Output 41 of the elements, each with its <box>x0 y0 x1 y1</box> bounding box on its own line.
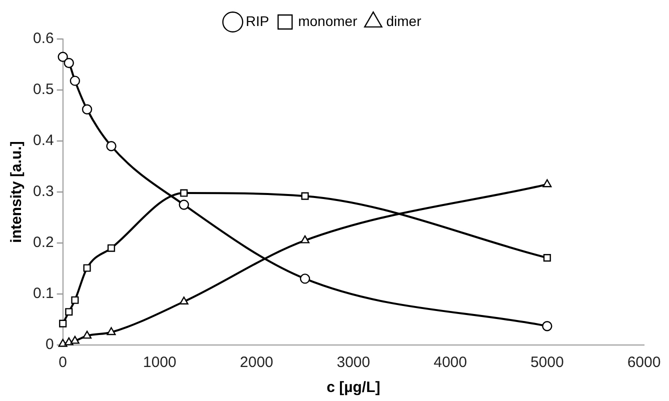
legend-label: monomer <box>298 12 358 29</box>
point <box>178 200 190 210</box>
point <box>301 192 309 200</box>
point <box>179 296 188 304</box>
point <box>106 327 116 336</box>
x-tick-label: 4000 <box>434 354 467 372</box>
point <box>59 320 67 328</box>
x-tick-label: 3000 <box>336 354 370 372</box>
point <box>71 296 79 304</box>
x-tick-label: 2000 <box>240 354 274 372</box>
point <box>82 330 92 339</box>
point <box>82 104 92 114</box>
x-axis-title: c [µg/L] <box>326 379 380 396</box>
y-tick-label: 0.2 <box>32 234 54 252</box>
y-tick-label: 0.1 <box>32 285 54 302</box>
legend-label: dimer <box>386 12 422 29</box>
point <box>70 76 80 86</box>
point <box>70 336 80 344</box>
point <box>542 321 552 332</box>
y-axis-title: intensity [a.u.] <box>8 141 26 243</box>
y-tick-label: 0.5 <box>32 81 54 98</box>
point <box>542 179 552 188</box>
point <box>64 58 74 68</box>
y-tick-label: 0.3 <box>32 183 54 200</box>
point <box>106 141 116 152</box>
x-tick-label: 0 <box>58 354 68 372</box>
point <box>300 274 310 284</box>
y-tick-label: 0 <box>46 336 54 354</box>
point <box>58 52 68 62</box>
x-tick-label: 1000 <box>143 354 176 372</box>
point <box>543 254 551 262</box>
legend-label: RIP <box>246 12 270 29</box>
x-tick-label: 6000 <box>627 354 661 372</box>
point <box>300 235 310 244</box>
point <box>180 189 188 197</box>
x-tick-label: 5000 <box>530 354 564 372</box>
point <box>83 264 91 272</box>
y-tick-label: 0.4 <box>32 132 54 150</box>
point <box>65 308 73 316</box>
y-tick-label: 0.6 <box>32 30 54 48</box>
point <box>108 244 116 252</box>
